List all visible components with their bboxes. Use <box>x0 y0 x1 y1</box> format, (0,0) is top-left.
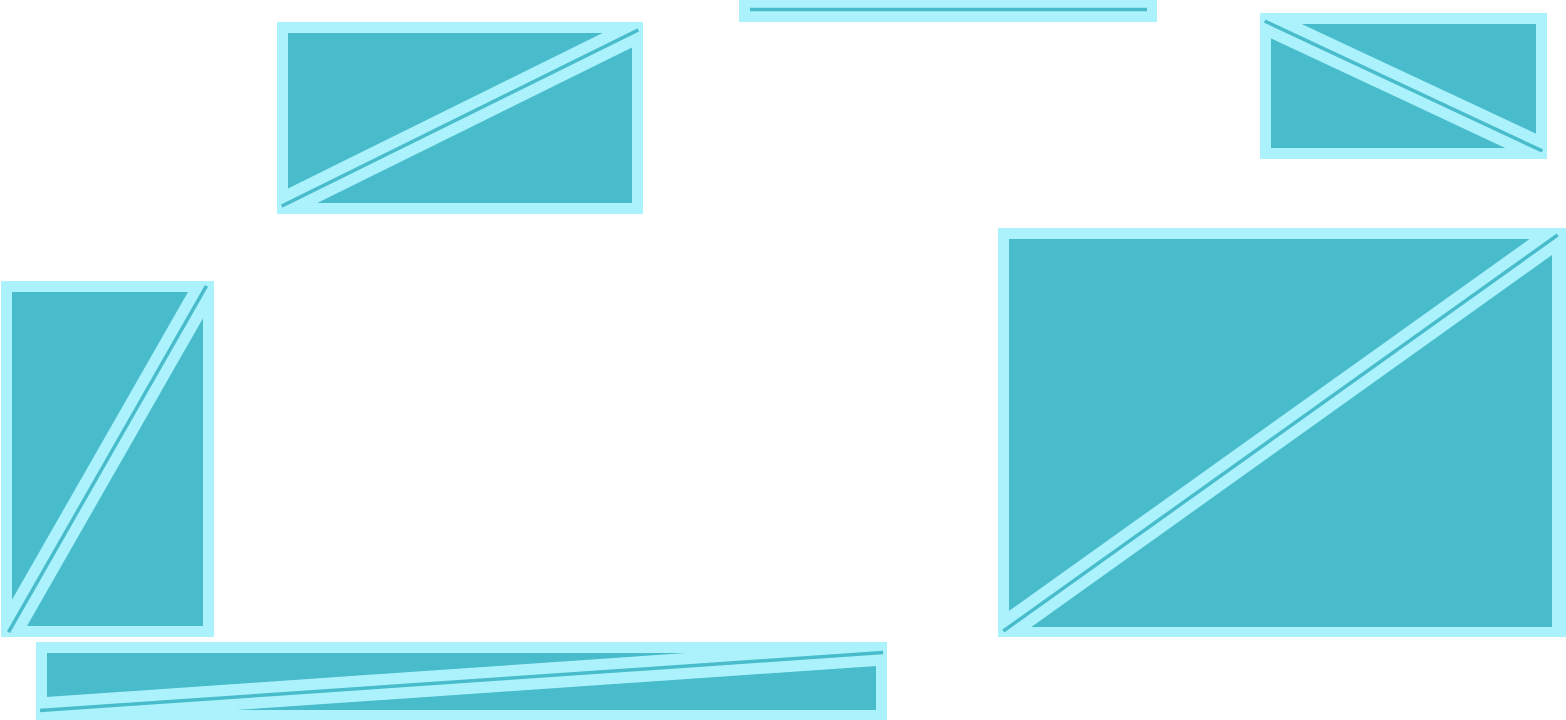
diagonal-line <box>7 285 208 633</box>
diagonal-line <box>39 650 884 713</box>
crossed-box-upper-left <box>277 22 643 214</box>
diagonal-line <box>1002 233 1559 633</box>
crossed-box-bottom-strip <box>36 642 887 720</box>
crossed-box-left-tall <box>1 281 214 637</box>
crossed-box-upper-right <box>1260 13 1547 159</box>
diagonal-line <box>1263 19 1544 153</box>
crossed-box-top-strip <box>739 0 1157 22</box>
diagonal-line <box>280 28 640 208</box>
crossed-box-right-large <box>998 228 1566 637</box>
